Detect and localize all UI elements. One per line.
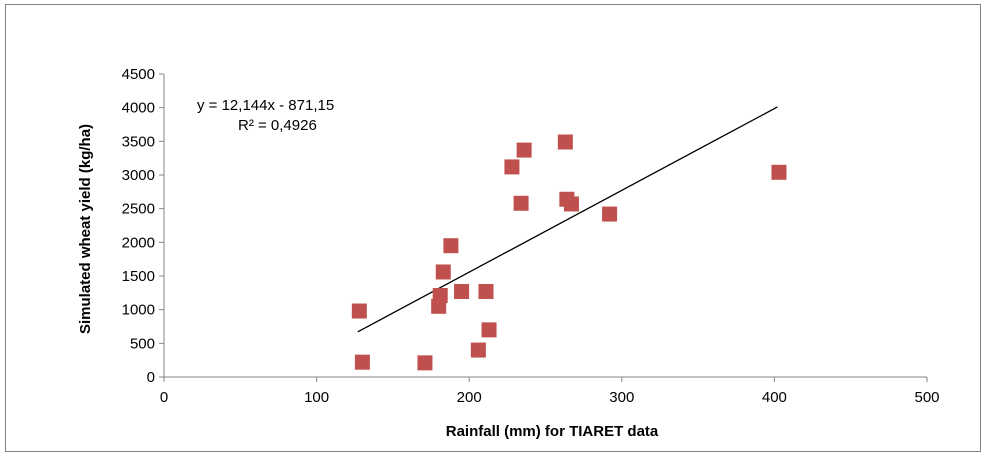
data-point-marker bbox=[470, 342, 486, 358]
y-axis-title: Simulated wheat yield (kg/ha) bbox=[77, 124, 94, 334]
x-axis-title: Rainfall (mm) for TIARET data bbox=[446, 423, 659, 440]
data-point-marker bbox=[481, 322, 497, 338]
data-point-marker bbox=[443, 238, 459, 254]
data-point-marker bbox=[602, 206, 618, 222]
data-point-marker bbox=[454, 283, 470, 299]
y-tick-label: 0 bbox=[147, 369, 155, 386]
trendline-equation: y = 12,144x - 871,15 bbox=[197, 97, 334, 114]
y-tick-label: 4500 bbox=[122, 66, 155, 83]
y-tick-label: 1500 bbox=[122, 268, 155, 285]
y-tick-label: 500 bbox=[130, 335, 155, 352]
x-tick-label: 500 bbox=[914, 389, 939, 406]
data-points bbox=[351, 134, 787, 371]
x-tick-label: 0 bbox=[160, 389, 168, 406]
y-tick-label: 1000 bbox=[122, 302, 155, 319]
data-point-marker bbox=[504, 159, 520, 175]
data-point-marker bbox=[417, 355, 433, 371]
data-point-marker bbox=[354, 354, 370, 370]
data-point-marker bbox=[478, 283, 494, 299]
scatter-chart: 0 500 1000 1500 2000 2500 3000 3500 4000 4500 0 10… bbox=[77, 66, 940, 440]
data-point-marker bbox=[771, 164, 787, 180]
data-point-marker bbox=[432, 288, 448, 304]
y-tick-label: 2500 bbox=[122, 201, 155, 218]
y-tick-label: 4000 bbox=[122, 100, 155, 117]
x-tick-label: 200 bbox=[457, 389, 482, 406]
data-point-marker bbox=[513, 195, 529, 211]
y-tick-label: 3500 bbox=[122, 133, 155, 150]
y-tick-label: 3000 bbox=[122, 167, 155, 184]
axes bbox=[163, 74, 927, 378]
x-tick-label: 400 bbox=[762, 389, 787, 406]
chart-frame: 0 500 1000 1500 2000 2500 3000 3500 4000 4500 0 10… bbox=[5, 4, 981, 452]
data-point-marker bbox=[516, 142, 532, 158]
r-squared-label: R² = 0,4926 bbox=[238, 117, 317, 134]
y-ticks: 0 500 1000 1500 2000 2500 3000 3500 4000 4500 bbox=[122, 66, 164, 386]
data-point-marker bbox=[557, 134, 573, 150]
data-point-marker bbox=[351, 303, 367, 319]
data-point-marker bbox=[435, 264, 451, 280]
trendline bbox=[357, 106, 778, 333]
x-tick-label: 100 bbox=[304, 389, 329, 406]
x-tick-label: 300 bbox=[609, 389, 634, 406]
y-tick-label: 2000 bbox=[122, 234, 155, 251]
x-ticks: 0 100 200 300 400 500 bbox=[160, 377, 940, 406]
data-point-marker bbox=[563, 196, 579, 212]
